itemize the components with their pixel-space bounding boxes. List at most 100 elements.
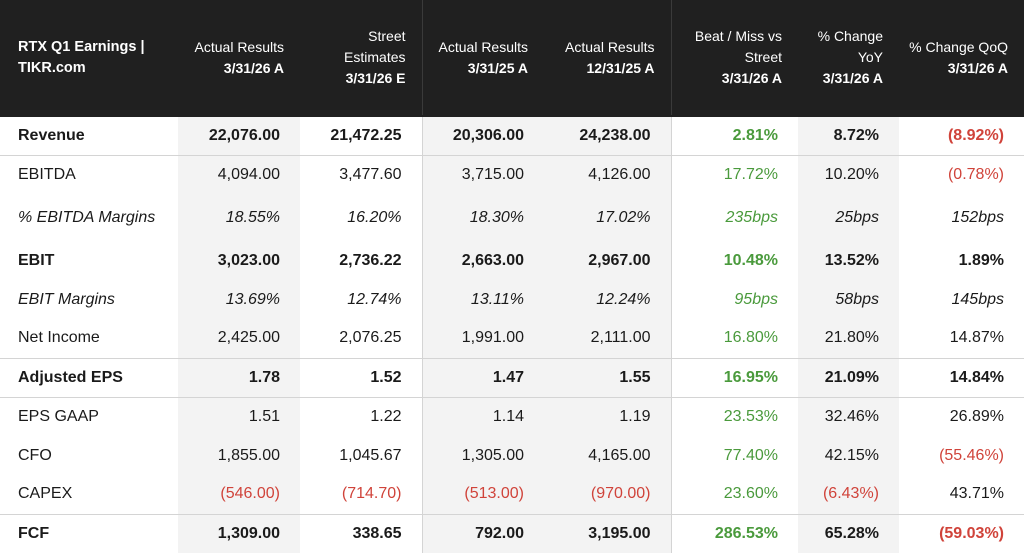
row-label: EBIT Margins <box>18 290 115 308</box>
cell-actual: 1,309.00 <box>178 513 300 553</box>
cell-beat-miss: 17.72% <box>670 154 798 194</box>
cell-prior-quarter: 2,111.00 <box>544 319 671 358</box>
cell-qoq: 26.89% <box>899 396 1024 436</box>
cell-beat-miss: 286.53% <box>670 513 798 553</box>
row-ebit-margins: EBIT Margins 13.69% 12.74% 13.11% 12.24%… <box>0 280 1024 319</box>
cell-yoy: (6.43%) <box>798 475 899 514</box>
cell-prior-quarter: 4,126.00 <box>544 154 671 194</box>
cell-estimate: 2,736.22 <box>339 251 402 269</box>
cell-prior-year: 18.30% <box>421 194 544 241</box>
cell-estimate: 2,076.25 <box>339 329 402 347</box>
cell-estimate: (714.70) <box>341 485 402 503</box>
cell-actual: 3,023.00 <box>178 241 300 280</box>
cell-actual: 22,076.00 <box>178 115 300 155</box>
row-capex: CAPEX (546.00) (714.70) (513.00) (970.00… <box>0 475 1024 514</box>
row-eps-gaap: EPS GAAP 1.51 1.22 1.14 1.19 23.53% 32.4… <box>0 396 1024 436</box>
cell-estimate: 21,472.25 <box>300 115 422 155</box>
column-header-actual-q4-25: Actual Results 12/31/25 A <box>544 0 671 116</box>
cell-qoq: 1.89% <box>958 251 1004 269</box>
cell-beat-miss: 16.95% <box>670 357 798 397</box>
cell-prior-quarter: 3,195.00 <box>544 513 671 553</box>
cell-actual: 4,094.00 <box>178 154 300 194</box>
cell-prior-year: 1,991.00 <box>421 319 544 358</box>
row-ebit: EBIT 3,023.00 2,736.22 2,663.00 2,967.00… <box>0 241 1024 280</box>
cell-prior-quarter: 2,967.00 <box>544 241 671 280</box>
cell-qoq: (59.03%) <box>899 513 1024 553</box>
cell-estimate: 338.65 <box>300 513 422 553</box>
cell-actual: 18.55% <box>178 194 300 241</box>
cell-actual: 1.78 <box>178 357 300 397</box>
cell-prior-quarter: 17.02% <box>544 194 671 241</box>
cell-prior-quarter: 4,165.00 <box>544 436 671 475</box>
cell-estimate: 3,477.60 <box>300 154 422 194</box>
row-label: % EBITDA Margins <box>18 209 156 226</box>
cell-actual: 1,855.00 <box>178 436 300 475</box>
cell-prior-quarter: 1.19 <box>544 396 671 436</box>
cell-yoy: 65.28% <box>798 513 899 553</box>
row-ebitda-margins: % EBITDA Margins 18.55% 16.20% 18.30% 17… <box>0 194 1024 241</box>
cell-beat-miss: 10.48% <box>670 241 798 280</box>
cell-prior-year: 1.47 <box>421 357 544 397</box>
column-header-change-yoy: % Change YoY 3/31/26 A <box>798 0 899 116</box>
cell-prior-quarter: (970.00) <box>544 475 671 514</box>
cell-qoq: 14.84% <box>899 357 1024 397</box>
cell-yoy: 13.52% <box>798 241 899 280</box>
cell-prior-quarter: 1.55 <box>544 357 671 397</box>
row-net-income: Net Income 2,425.00 2,076.25 1,991.00 2,… <box>0 319 1024 358</box>
cell-yoy: 8.72% <box>798 115 899 155</box>
cell-estimate: 1,045.67 <box>339 446 402 464</box>
header-row: RTX Q1 Earnings | TIKR.com Actual Result… <box>0 0 1024 116</box>
cell-estimate: 16.20% <box>347 208 402 226</box>
cell-qoq: (8.92%) <box>899 115 1024 155</box>
cell-yoy: 42.15% <box>798 436 899 475</box>
cell-beat-miss: 235bps <box>670 194 798 241</box>
column-header-beat-miss: Beat / Miss vs Street 3/31/26 A <box>670 0 798 116</box>
cell-prior-quarter: 24,238.00 <box>544 115 671 155</box>
row-label: Net Income <box>18 329 100 347</box>
cell-actual: (546.00) <box>178 475 300 514</box>
cell-estimate: 12.74% <box>347 290 402 308</box>
cell-yoy: 58bps <box>798 280 899 319</box>
cell-qoq: (55.46%) <box>939 446 1004 464</box>
cell-prior-year: (513.00) <box>421 475 544 514</box>
cell-yoy: 25bps <box>798 194 899 241</box>
row-label: CFO <box>18 446 52 464</box>
cell-beat-miss: 77.40% <box>670 436 798 475</box>
cell-prior-year: 1.14 <box>421 396 544 436</box>
cell-actual: 13.69% <box>178 280 300 319</box>
cell-beat-miss: 23.53% <box>670 396 798 436</box>
cell-beat-miss: 95bps <box>670 280 798 319</box>
cell-beat-miss: 16.80% <box>670 319 798 358</box>
cell-qoq: 152bps <box>951 208 1005 226</box>
cell-prior-year: 13.11% <box>421 280 544 319</box>
cell-qoq: 145bps <box>951 290 1005 308</box>
cell-prior-year: 2,663.00 <box>421 241 544 280</box>
cell-yoy: 21.80% <box>798 319 899 358</box>
cell-actual: 2,425.00 <box>178 319 300 358</box>
cell-qoq: 14.87% <box>949 329 1004 347</box>
cell-yoy: 10.20% <box>798 154 899 194</box>
cell-prior-year: 3,715.00 <box>421 154 544 194</box>
column-header-actual-q1-26: Actual Results 3/31/26 A <box>178 0 300 116</box>
row-label: EBIT <box>18 251 55 269</box>
cell-prior-year: 1,305.00 <box>421 436 544 475</box>
row-label: Revenue <box>0 115 178 155</box>
table-title: RTX Q1 Earnings | TIKR.com <box>0 0 178 116</box>
cell-estimate: 1.52 <box>300 357 422 397</box>
row-fcf: FCF 1,309.00 338.65 792.00 3,195.00 286.… <box>0 513 1024 553</box>
row-ebitda: EBITDA 4,094.00 3,477.60 3,715.00 4,126.… <box>0 154 1024 194</box>
cell-prior-quarter: 12.24% <box>544 280 671 319</box>
cell-beat-miss: 2.81% <box>670 115 798 155</box>
row-label: FCF <box>0 513 178 553</box>
column-header-change-qoq: % Change QoQ 3/31/26 A <box>899 0 1024 116</box>
cell-prior-year: 792.00 <box>421 513 544 553</box>
row-label: CAPEX <box>18 485 73 503</box>
cell-yoy: 21.09% <box>798 357 899 397</box>
row-label: EBITDA <box>0 154 178 194</box>
row-label: EPS GAAP <box>0 396 178 436</box>
row-revenue: Revenue 22,076.00 21,472.25 20,306.00 24… <box>0 115 1024 155</box>
column-header-street-estimates: Street Estimates 3/31/26 E <box>300 0 422 116</box>
row-label: Adjusted EPS <box>0 357 178 397</box>
cell-qoq: (0.78%) <box>899 154 1024 194</box>
